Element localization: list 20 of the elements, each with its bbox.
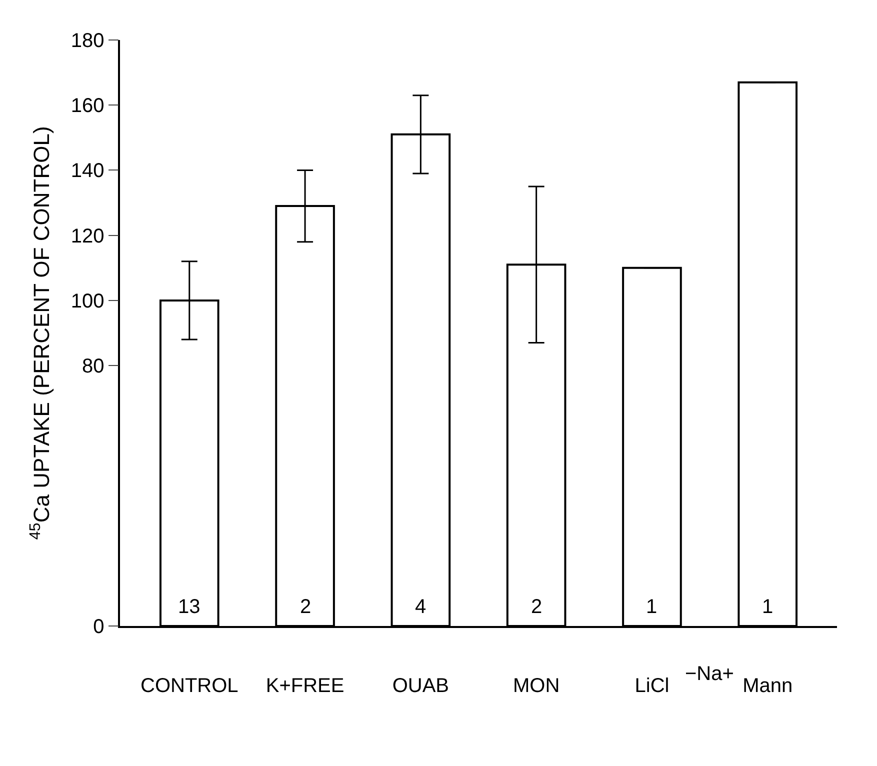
annotation: 13: [178, 596, 200, 618]
y-tick-label: 100: [70, 290, 104, 312]
x-tick-label: OUAB: [392, 674, 450, 697]
y-tick-label: 0: [93, 616, 104, 638]
y-tick-label: 160: [70, 95, 104, 118]
x-tick-label: MON: [512, 674, 560, 697]
x-tick-label: K+FREE: [266, 674, 344, 697]
x-tick-label: CONTROL: [140, 674, 238, 697]
y-tick-label: 120: [70, 225, 104, 248]
y-tick-label: 180: [70, 30, 104, 52]
y-tick-label: 80: [82, 356, 104, 378]
annotation: 1: [762, 596, 774, 618]
y-tick-label: 140: [70, 160, 104, 182]
annotation: 2: [531, 596, 542, 618]
x-tick-label: LiCl: [634, 674, 670, 697]
annotation: 2: [300, 596, 312, 618]
annotation: 4: [415, 596, 426, 618]
annotation: 1: [646, 596, 658, 618]
x-tick-label: Mann: [742, 674, 793, 697]
text: −Na+: [685, 663, 734, 685]
